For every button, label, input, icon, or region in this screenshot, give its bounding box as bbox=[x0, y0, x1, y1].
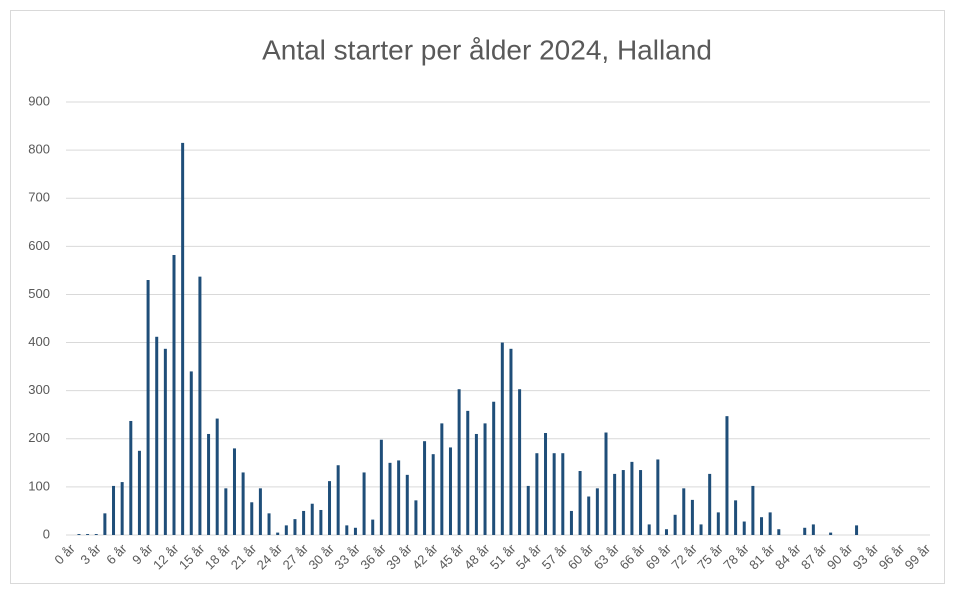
bar bbox=[639, 470, 643, 535]
y-tick-label: 500 bbox=[28, 286, 50, 301]
bar bbox=[526, 485, 530, 535]
bar bbox=[77, 534, 81, 535]
bar bbox=[647, 524, 651, 535]
bar bbox=[518, 389, 522, 535]
bar bbox=[673, 514, 677, 535]
bar bbox=[232, 448, 236, 535]
y-tick-label: 100 bbox=[28, 478, 50, 493]
bar bbox=[362, 472, 366, 535]
bar bbox=[328, 481, 332, 535]
bar bbox=[371, 519, 375, 535]
bar bbox=[500, 342, 504, 535]
bar bbox=[207, 433, 211, 535]
y-tick-label: 800 bbox=[28, 142, 50, 157]
bar bbox=[578, 471, 582, 535]
bar bbox=[431, 454, 435, 535]
bar bbox=[621, 470, 625, 535]
bar bbox=[163, 348, 167, 535]
y-tick-label: 900 bbox=[28, 93, 50, 108]
bar bbox=[86, 534, 90, 535]
bar bbox=[855, 525, 859, 535]
bar bbox=[129, 420, 133, 535]
bar bbox=[302, 510, 306, 535]
bar bbox=[397, 460, 401, 535]
bar bbox=[656, 459, 660, 535]
chart-title: Antal starter per ålder 2024, Halland bbox=[262, 34, 712, 65]
bar bbox=[94, 534, 98, 535]
bar bbox=[552, 453, 556, 535]
bar bbox=[181, 142, 185, 535]
bar bbox=[250, 502, 254, 535]
bar bbox=[423, 441, 427, 535]
bar bbox=[414, 500, 418, 535]
bar bbox=[137, 450, 141, 535]
bar bbox=[492, 401, 496, 535]
bar bbox=[267, 513, 271, 535]
bar bbox=[215, 418, 219, 535]
bar bbox=[595, 488, 599, 535]
bar bbox=[509, 348, 513, 535]
bar bbox=[345, 525, 349, 535]
bar bbox=[569, 510, 573, 535]
bar bbox=[189, 371, 193, 535]
bar bbox=[734, 500, 738, 535]
bar bbox=[768, 512, 772, 535]
bar bbox=[319, 509, 323, 535]
bar bbox=[293, 519, 297, 535]
bar bbox=[388, 462, 392, 535]
y-tick-label: 200 bbox=[28, 430, 50, 445]
bar bbox=[725, 416, 729, 535]
bar bbox=[587, 496, 591, 535]
bar bbox=[474, 433, 478, 535]
bar bbox=[112, 485, 116, 535]
bar bbox=[457, 389, 461, 535]
bar bbox=[224, 488, 228, 535]
bar bbox=[604, 432, 608, 535]
bar bbox=[664, 529, 668, 535]
bar bbox=[708, 473, 712, 535]
bar bbox=[483, 423, 487, 535]
bar bbox=[630, 461, 634, 535]
bar bbox=[690, 499, 694, 535]
bar bbox=[448, 447, 452, 535]
bar bbox=[336, 465, 340, 535]
bar bbox=[751, 485, 755, 535]
bar bbox=[258, 488, 262, 535]
bar bbox=[155, 336, 159, 535]
bar bbox=[172, 254, 176, 535]
bar bbox=[120, 482, 124, 535]
bar bbox=[353, 527, 357, 535]
y-tick-label: 400 bbox=[28, 334, 50, 349]
bar bbox=[811, 524, 815, 535]
bar bbox=[613, 473, 617, 535]
bar bbox=[241, 472, 245, 535]
bar bbox=[561, 453, 565, 535]
bar bbox=[284, 525, 288, 535]
bar bbox=[405, 474, 409, 535]
y-tick-label: 300 bbox=[28, 382, 50, 397]
bar bbox=[310, 503, 314, 535]
bar bbox=[699, 524, 703, 535]
bar bbox=[276, 532, 280, 535]
bar bbox=[379, 439, 383, 535]
bar bbox=[777, 529, 781, 535]
y-tick-label: 0 bbox=[43, 526, 50, 541]
bar bbox=[829, 532, 833, 535]
bar bbox=[535, 453, 539, 535]
bar bbox=[146, 280, 150, 535]
bar bbox=[440, 423, 444, 535]
bar bbox=[544, 433, 548, 535]
bar bbox=[198, 276, 202, 535]
bar bbox=[803, 527, 807, 535]
bar bbox=[682, 488, 686, 535]
bar bbox=[742, 521, 746, 535]
bar bbox=[466, 410, 470, 535]
bar bbox=[716, 512, 720, 535]
y-tick-label: 600 bbox=[28, 238, 50, 253]
y-tick-label: 700 bbox=[28, 190, 50, 205]
bar bbox=[760, 517, 764, 535]
bar bbox=[103, 513, 107, 535]
